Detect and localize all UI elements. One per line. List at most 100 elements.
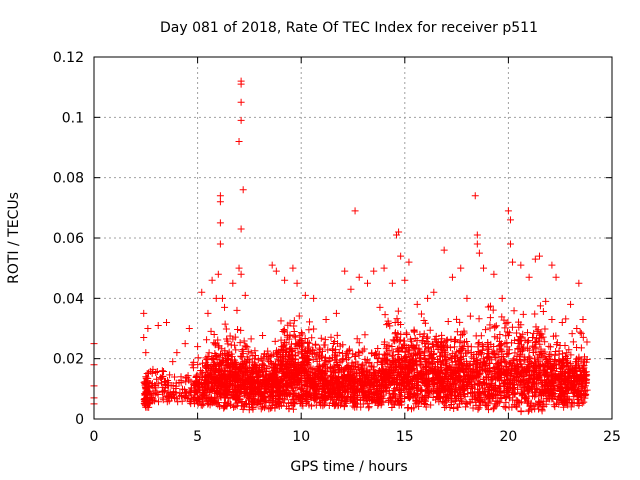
data-point	[265, 405, 273, 413]
data-point	[223, 335, 231, 343]
data-point	[206, 373, 214, 381]
data-point	[304, 380, 312, 388]
data-point	[299, 346, 307, 354]
data-point	[248, 385, 256, 393]
data-point	[211, 362, 219, 370]
data-point	[297, 366, 305, 374]
data-point	[244, 356, 252, 364]
x-tick-label: 20	[499, 429, 517, 445]
x-tick-label: 10	[292, 429, 310, 445]
data-point	[157, 374, 165, 382]
data-point	[229, 360, 237, 368]
data-point	[183, 394, 191, 402]
data-point	[202, 369, 210, 377]
data-point	[222, 325, 230, 333]
data-point	[291, 371, 299, 379]
data-point	[304, 371, 312, 379]
data-point	[286, 390, 294, 398]
data-point	[231, 381, 239, 389]
data-point	[198, 393, 206, 401]
data-point	[290, 399, 298, 407]
data-point	[260, 387, 268, 395]
data-point	[166, 371, 174, 379]
data-point	[241, 401, 249, 409]
data-point	[227, 370, 235, 378]
data-point	[145, 403, 153, 411]
data-point	[148, 381, 156, 389]
data-point	[249, 405, 257, 413]
data-point	[294, 394, 302, 402]
data-point	[156, 374, 164, 382]
data-point	[280, 389, 288, 397]
data-point	[234, 325, 242, 333]
data-point	[159, 394, 167, 402]
data-point	[290, 317, 298, 325]
data-point	[289, 347, 297, 355]
data-point	[192, 388, 200, 396]
data-point	[272, 401, 280, 409]
y-tick-label: 0.02	[53, 352, 84, 368]
data-point	[290, 322, 298, 330]
data-point	[282, 347, 290, 355]
y-tick-label: 0.1	[62, 110, 84, 126]
data-point	[194, 389, 202, 397]
data-point	[250, 398, 258, 406]
data-point	[291, 351, 299, 359]
data-point	[153, 367, 161, 375]
data-point	[236, 339, 244, 347]
data-point	[175, 378, 183, 386]
data-point	[262, 372, 270, 380]
data-point	[228, 353, 236, 361]
data-point	[310, 325, 318, 333]
data-point	[194, 400, 202, 408]
data-point	[216, 390, 224, 398]
data-point	[174, 398, 182, 406]
data-point	[259, 392, 267, 400]
data-point	[269, 350, 277, 358]
data-point	[256, 381, 264, 389]
data-point	[213, 356, 221, 364]
data-point	[223, 387, 231, 395]
data-point	[237, 326, 245, 334]
data-point	[238, 347, 246, 355]
data-point	[161, 387, 169, 395]
data-point	[297, 381, 305, 389]
y-tick-label: 0.06	[53, 231, 84, 247]
data-point	[208, 396, 216, 404]
data-point	[257, 397, 265, 405]
data-point	[284, 372, 292, 380]
data-point	[262, 398, 270, 406]
data-point	[284, 321, 292, 329]
y-tick-label: 0	[75, 412, 84, 428]
data-point	[280, 342, 288, 350]
data-point	[238, 359, 246, 367]
data-point	[249, 352, 257, 360]
data-point	[295, 393, 303, 401]
data-point	[243, 343, 251, 351]
data-point	[302, 367, 310, 375]
data-point	[259, 332, 267, 340]
data-point	[304, 345, 312, 353]
data-point	[197, 366, 205, 374]
data-point	[267, 387, 275, 395]
data-point	[288, 384, 296, 392]
data-point	[230, 403, 238, 411]
data-point	[290, 362, 298, 370]
data-point	[153, 375, 161, 383]
data-point	[155, 398, 163, 406]
data-point	[233, 375, 241, 383]
data-point	[227, 341, 235, 349]
data-point	[183, 388, 191, 396]
data-point	[172, 395, 180, 403]
data-point	[221, 320, 229, 328]
data-point	[286, 390, 294, 398]
data-point	[244, 375, 252, 383]
data-point	[194, 383, 202, 391]
data-point	[197, 401, 205, 409]
data-point	[290, 328, 298, 336]
data-point	[282, 349, 290, 357]
data-point	[292, 340, 300, 348]
data-point	[251, 347, 259, 355]
data-point	[162, 392, 170, 400]
data-point	[205, 349, 213, 357]
